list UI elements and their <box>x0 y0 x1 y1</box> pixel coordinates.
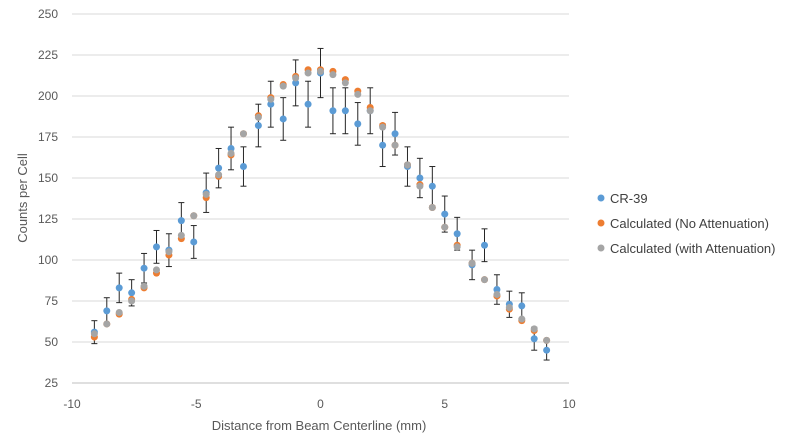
data-point <box>441 210 449 218</box>
data-point <box>103 320 111 328</box>
data-point <box>518 302 526 310</box>
x-tick-label: 10 <box>562 397 576 411</box>
data-point <box>202 190 210 198</box>
data-point <box>304 69 312 77</box>
y-axis-label: Counts per Cell <box>15 153 30 243</box>
data-point <box>354 120 362 128</box>
data-point <box>304 100 312 108</box>
data-point <box>366 107 374 115</box>
y-tick-label: 200 <box>38 89 58 103</box>
data-point <box>177 217 185 225</box>
error-bars <box>91 47 550 361</box>
x-tick-label: -5 <box>191 397 202 411</box>
legend-label: CR-39 <box>610 191 648 206</box>
y-tick-label: 25 <box>45 376 59 390</box>
data-point <box>317 67 324 75</box>
y-tick-labels: 25 50 75 100 125 150 175 200 225 250 <box>38 7 58 390</box>
data-point <box>254 122 262 130</box>
data-point <box>267 100 275 108</box>
legend: CR-39 Calculated (No Attenuation) Calculat… <box>597 191 775 256</box>
data-point <box>140 282 148 290</box>
data-points <box>90 66 551 354</box>
data-point <box>140 264 148 272</box>
data-point <box>403 161 411 169</box>
data-point <box>481 276 489 284</box>
data-point <box>505 304 513 312</box>
legend-label: Calculated (No Attenuation) <box>610 216 769 231</box>
data-point <box>292 74 300 82</box>
data-point <box>428 182 436 190</box>
data-point <box>152 243 160 251</box>
data-point <box>481 241 489 249</box>
data-point <box>128 289 136 297</box>
legend-marker <box>597 244 605 252</box>
data-point <box>530 335 538 343</box>
data-point <box>493 290 501 298</box>
data-point <box>90 330 98 338</box>
data-point <box>177 231 185 239</box>
data-point <box>128 297 136 305</box>
data-point <box>239 130 247 138</box>
data-point <box>453 230 461 238</box>
legend-label: Calculated (with Attenuation) <box>610 241 775 256</box>
x-tick-label: -10 <box>63 397 81 411</box>
data-point <box>441 223 449 231</box>
data-point <box>416 174 424 182</box>
data-point <box>190 212 198 220</box>
data-point <box>115 308 123 316</box>
y-tick-label: 125 <box>38 212 58 226</box>
series-3 <box>90 67 551 344</box>
data-point <box>354 90 362 98</box>
data-point <box>453 243 461 251</box>
y-tick-label: 175 <box>38 130 58 144</box>
legend-marker <box>597 219 605 227</box>
data-point <box>329 71 337 79</box>
data-point <box>215 164 223 172</box>
y-tick-label: 50 <box>45 335 59 349</box>
data-point <box>239 163 247 171</box>
x-tick-label: 5 <box>441 397 448 411</box>
y-tick-label: 75 <box>45 294 59 308</box>
x-axis-label: Distance from Beam Centerline (mm) <box>212 418 427 433</box>
data-point <box>468 259 476 267</box>
data-point <box>115 284 123 292</box>
data-point <box>379 123 387 131</box>
data-point <box>227 149 235 157</box>
data-point <box>391 130 399 138</box>
data-point <box>215 171 223 179</box>
data-point <box>518 315 526 323</box>
data-point <box>329 107 337 115</box>
data-point <box>391 141 399 149</box>
data-point <box>190 238 198 246</box>
data-point <box>267 95 275 103</box>
data-point <box>227 144 235 152</box>
x-tick-label: 0 <box>317 397 324 411</box>
y-tick-label: 250 <box>38 7 58 21</box>
legend-marker <box>597 194 605 202</box>
data-point <box>428 204 436 212</box>
data-point <box>292 79 300 87</box>
data-point <box>416 182 424 190</box>
data-point <box>152 266 160 274</box>
data-point <box>165 248 173 256</box>
series-2 <box>90 66 551 344</box>
series-1 <box>90 69 551 354</box>
data-point <box>543 336 551 344</box>
data-point <box>341 107 349 115</box>
data-point <box>279 82 287 90</box>
data-point <box>103 307 111 315</box>
data-point <box>543 346 551 354</box>
x-tick-labels: -10 -5 0 5 10 <box>63 397 576 411</box>
y-tick-label: 150 <box>38 171 58 185</box>
data-point <box>341 79 349 87</box>
data-point <box>254 113 262 121</box>
y-tick-label: 225 <box>38 48 58 62</box>
data-point <box>279 115 287 123</box>
data-point <box>493 286 501 294</box>
y-tick-label: 100 <box>38 253 58 267</box>
data-point <box>379 141 387 149</box>
data-point <box>530 325 538 333</box>
